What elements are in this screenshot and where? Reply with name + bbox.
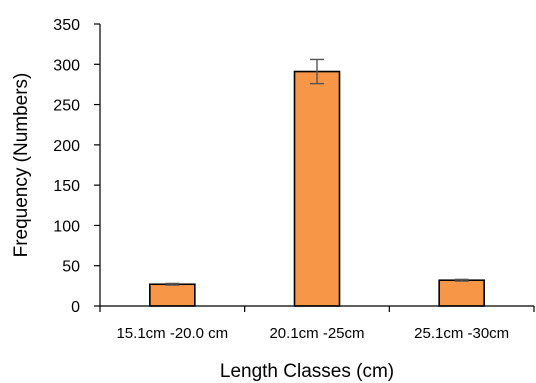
y-tick-label: 200 — [53, 138, 80, 155]
x-axis-title: Length Classes (cm) — [220, 361, 394, 382]
y-tick-label: 250 — [53, 98, 80, 115]
error-bars-group — [165, 58, 469, 286]
x-axis-tick-labels: 15.1cm -20.0 cm 20.1cm -25cm 25.1cm -30cm — [99, 306, 535, 342]
y-axis-title: Frequency (Numbers) — [11, 73, 32, 258]
x-tick-label: 20.1cm -25cm — [269, 325, 364, 342]
y-tick-label: 300 — [53, 57, 80, 74]
y-tick-label: 350 — [53, 17, 80, 34]
x-tick-label: 15.1cm -20.0 cm — [116, 325, 228, 342]
bars-group — [149, 70, 485, 307]
bar — [149, 283, 196, 307]
y-tick-label: 100 — [53, 218, 80, 235]
y-tick-label: 150 — [53, 178, 80, 195]
x-tick-label: 25.1cm -30cm — [414, 325, 509, 342]
bar — [438, 279, 485, 307]
y-tick-label: 0 — [71, 299, 80, 316]
y-tick-label: 50 — [62, 259, 80, 276]
bar — [293, 70, 341, 307]
y-axis-ticks: 0 50 100 150 200 250 300 350 — [53, 17, 100, 316]
